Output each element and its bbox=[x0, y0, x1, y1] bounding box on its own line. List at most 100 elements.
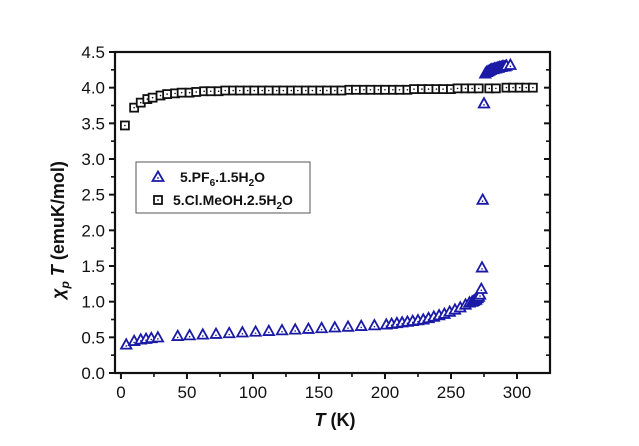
legend: 5.PF6.1.5H2O 5.Cl.MeOH.2.5H2O bbox=[135, 161, 311, 214]
data-point-square-dot bbox=[413, 88, 415, 90]
data-point-triangle-dot bbox=[307, 329, 310, 332]
data-point-square-dot bbox=[268, 89, 270, 92]
legend-label-cl-sub: 2 bbox=[276, 201, 282, 212]
y-tick-label: 2.0 bbox=[81, 221, 105, 240]
data-point-triangle-dot bbox=[334, 328, 336, 330]
data-point-triangle bbox=[235, 325, 250, 338]
data-point-square-dot bbox=[282, 89, 285, 92]
data-point-square-dot bbox=[518, 86, 521, 89]
data-point-square-dot bbox=[290, 89, 293, 92]
legend-label-pf6-sub: 2 bbox=[249, 178, 255, 189]
data-point-square-dot bbox=[340, 89, 343, 92]
data-point-square-dot bbox=[151, 96, 154, 99]
data-point-square-dot bbox=[334, 89, 336, 92]
data-point-square-dot bbox=[139, 101, 142, 104]
data-point-square-dot bbox=[450, 88, 452, 90]
data-point-square-dot bbox=[477, 87, 480, 90]
data-point-triangle bbox=[182, 328, 197, 341]
data-point-triangle-dot bbox=[157, 338, 159, 340]
data-point-triangle-dot bbox=[133, 341, 135, 344]
series-cl-meoh bbox=[120, 82, 538, 131]
data-point-square-dot bbox=[159, 94, 162, 97]
data-point-triangle bbox=[288, 322, 302, 335]
data-point-triangle-dot bbox=[176, 336, 179, 339]
series-pf6 bbox=[119, 57, 518, 350]
data-point-square-dot bbox=[133, 106, 135, 109]
legend-marker-triangle bbox=[150, 169, 166, 182]
data-point-square-dot bbox=[232, 89, 234, 92]
data-point-square-dot bbox=[261, 89, 264, 92]
data-point-square-dot bbox=[377, 89, 380, 91]
y-tick-label: 0.0 bbox=[81, 364, 105, 383]
data-point-square-dot bbox=[427, 88, 430, 90]
data-point-square-dot bbox=[188, 91, 191, 94]
data-point-square-dot bbox=[525, 86, 528, 89]
data-point-triangle bbox=[248, 324, 263, 337]
data-point-square-dot bbox=[166, 93, 168, 95]
data-point-square-dot bbox=[421, 88, 423, 90]
y-axis-title-T: T bbox=[48, 263, 68, 281]
y-axis-title-unit: (emuK/mol) bbox=[48, 161, 68, 265]
data-point-square-dot bbox=[124, 124, 126, 127]
legend-box bbox=[135, 161, 311, 214]
y-tick-label: 3.5 bbox=[81, 114, 105, 133]
data-point-triangle-dot bbox=[373, 325, 376, 328]
x-axis-title: T (K) bbox=[315, 410, 356, 430]
data-point-triangle-dot bbox=[150, 338, 153, 341]
data-point-triangle-dot bbox=[241, 333, 244, 335]
data-point-square-dot bbox=[348, 89, 351, 91]
y-tick-label: 0.5 bbox=[81, 328, 105, 347]
legend-label-pf6-part: 5.PF bbox=[180, 169, 210, 185]
data-point-triangle-dot bbox=[268, 331, 270, 334]
data-point-square-dot bbox=[398, 89, 401, 91]
y-axis-title-chi: χ bbox=[48, 288, 68, 301]
data-point-triangle bbox=[341, 319, 355, 332]
data-point-triangle bbox=[222, 326, 236, 339]
legend-marker-square-dot bbox=[157, 199, 159, 201]
data-point-triangle-dot bbox=[480, 289, 483, 292]
x-tick-label: 100 bbox=[239, 383, 267, 402]
data-point-triangle bbox=[170, 328, 185, 341]
data-point-square-dot bbox=[209, 90, 212, 93]
x-tick-label: 200 bbox=[371, 383, 399, 402]
data-point-square-dot bbox=[384, 89, 386, 91]
legend-label-cl-part: 5.Cl.MeOH.2.5H bbox=[173, 192, 276, 208]
data-point-square-dot bbox=[435, 88, 438, 90]
x-tick-label: 50 bbox=[177, 383, 196, 402]
data-point-triangle bbox=[262, 323, 276, 336]
data-point-triangle-dot bbox=[294, 330, 297, 332]
data-point-triangle bbox=[475, 192, 490, 205]
legend-label-pf6-part: O bbox=[254, 169, 265, 185]
data-point-triangle bbox=[477, 96, 491, 109]
data-point-square-dot bbox=[246, 89, 249, 92]
data-point-square-dot bbox=[195, 91, 197, 93]
data-point-square-dot bbox=[180, 91, 183, 94]
data-point-triangle bbox=[503, 57, 518, 70]
y-axis-title: χp T (emuK/mol) bbox=[48, 161, 72, 301]
data-point-triangle-dot bbox=[481, 200, 484, 202]
x-tick-label: 300 bbox=[503, 383, 531, 402]
data-point-square-dot bbox=[406, 89, 409, 91]
data-point-triangle-dot bbox=[509, 65, 512, 68]
data-point-square-dot bbox=[311, 89, 314, 92]
data-point-triangle bbox=[328, 320, 342, 333]
data-point-square-dot bbox=[442, 88, 444, 90]
data-point-square-dot bbox=[495, 87, 497, 90]
data-point-triangle-dot bbox=[479, 295, 481, 297]
data-point-square-dot bbox=[203, 90, 205, 93]
data-point-triangle bbox=[151, 330, 165, 343]
x-axis-title-unit: (K) bbox=[326, 410, 356, 430]
data-point-triangle bbox=[475, 260, 489, 273]
data-point-triangle-dot bbox=[281, 330, 283, 333]
data-point-triangle-dot bbox=[360, 326, 363, 329]
x-tick-label: 150 bbox=[305, 383, 333, 402]
data-point-square-dot bbox=[326, 89, 328, 92]
data-point-square-dot bbox=[355, 89, 357, 91]
plot-marks bbox=[119, 57, 538, 350]
data-point-square-dot bbox=[505, 86, 508, 89]
x-tick-label: 250 bbox=[437, 383, 465, 402]
axis-tick-labels: 0 50 100 150 200 250 300 0.0 0.5 1.0 1.5 2.0 2.5 3.0 3… bbox=[81, 43, 531, 402]
data-point-triangle bbox=[354, 318, 368, 331]
y-tick-label: 2.5 bbox=[81, 186, 105, 205]
